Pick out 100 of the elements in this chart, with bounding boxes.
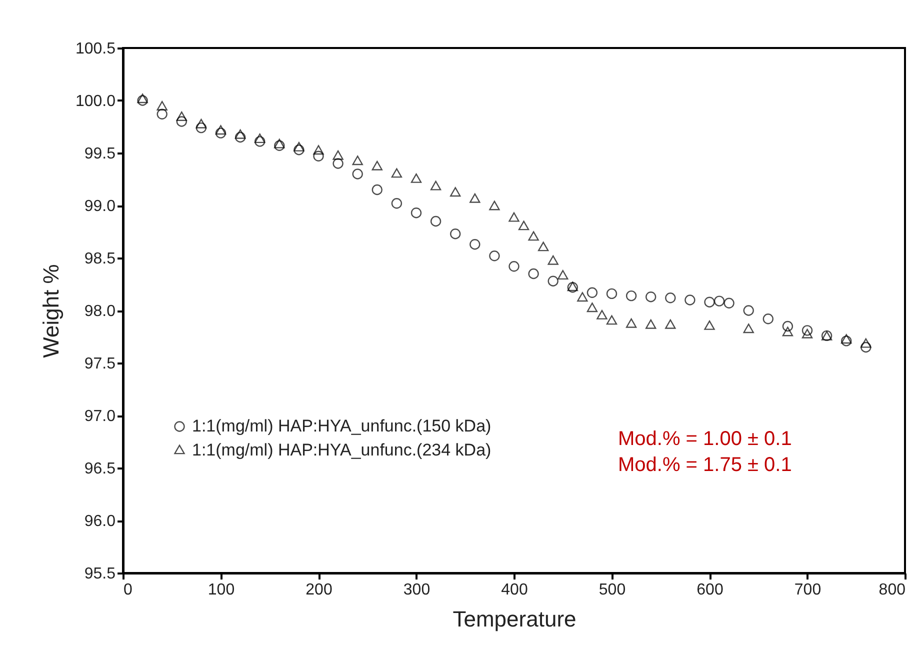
point (626, 318, 637, 328)
y-tick-label: 100.0 (75, 93, 116, 110)
point (528, 268, 539, 280)
point (489, 250, 500, 262)
x-tick-label: 100 (208, 582, 235, 598)
y-tick-label: 99.5 (84, 146, 116, 162)
point (332, 158, 344, 169)
point (450, 228, 461, 240)
point (489, 200, 500, 210)
point (470, 193, 480, 203)
point (743, 305, 754, 316)
point (391, 198, 402, 209)
point (137, 95, 148, 106)
point (156, 108, 168, 120)
y-tick-label: 99.0 (84, 198, 116, 215)
point (548, 255, 558, 265)
point (372, 160, 382, 170)
point (215, 128, 226, 138)
x-tick-label: 200 (306, 582, 332, 598)
point (294, 142, 304, 152)
point (215, 125, 226, 135)
point (802, 325, 813, 336)
x-tick-label: 800 (878, 582, 906, 598)
point (704, 296, 715, 308)
point (313, 150, 324, 162)
point (596, 310, 608, 320)
legend-label: 1:1(mg/ml) HAP:HYA_unfunc.(234 kDa) (192, 440, 492, 460)
legend-label: 1:1(mg/ml) HAP:HYA_unfunc.(150 kDa) (192, 416, 492, 436)
point (860, 338, 872, 348)
point (234, 129, 246, 139)
point (410, 208, 422, 218)
point (254, 134, 266, 144)
point (254, 136, 266, 147)
x-tick-label: 0 (124, 582, 132, 598)
y-tick-label: 97.5 (84, 356, 116, 372)
point (782, 320, 794, 332)
point (430, 180, 442, 190)
point (176, 111, 187, 121)
point (841, 334, 852, 344)
point (626, 290, 637, 302)
point (508, 212, 520, 222)
y-tick-label: 100.5 (75, 40, 116, 58)
point (860, 342, 872, 353)
point (372, 184, 382, 196)
point (508, 261, 520, 272)
point (606, 315, 618, 325)
point (352, 168, 363, 180)
point (274, 138, 285, 148)
point (352, 156, 363, 166)
point (313, 145, 324, 155)
x-tick-label: 300 (403, 582, 430, 598)
x-axis-title: Temperature (452, 606, 576, 632)
annotation: Mod.% = 1.00 ± 0.1 (618, 428, 792, 450)
point (724, 298, 734, 308)
point (156, 100, 168, 110)
point (274, 140, 285, 151)
point (528, 231, 539, 241)
point (548, 276, 558, 286)
point (196, 122, 207, 134)
point (762, 314, 774, 324)
point (577, 292, 588, 302)
x-tick-label: 700 (794, 582, 822, 598)
point (586, 302, 598, 312)
point (714, 296, 725, 306)
point (518, 220, 530, 230)
y-tick-label: 95.5 (84, 566, 116, 582)
point (684, 294, 696, 306)
point (646, 319, 656, 329)
point (538, 242, 549, 252)
y-tick-label: 96.5 (84, 460, 116, 478)
point (841, 336, 852, 346)
point (391, 168, 402, 178)
point (665, 292, 676, 304)
point (782, 326, 794, 336)
point (586, 287, 598, 298)
point (665, 319, 676, 329)
point (743, 324, 754, 334)
point (332, 150, 344, 160)
x-tick-label: 400 (501, 582, 528, 598)
x-tick-label: 600 (696, 582, 724, 598)
y-tick-label: 98.0 (84, 303, 116, 320)
point (410, 173, 422, 183)
point (470, 239, 480, 250)
point (704, 320, 715, 330)
y-tick-label: 97.0 (84, 408, 116, 425)
point (646, 292, 656, 302)
point (196, 118, 207, 128)
point (450, 187, 461, 197)
point (294, 144, 304, 156)
y-axis-title: Weight % (38, 264, 64, 358)
x-tick-label: 500 (598, 582, 626, 598)
point (234, 132, 246, 143)
point (802, 328, 813, 338)
point (430, 216, 442, 227)
point (558, 270, 568, 280)
y-tick-label: 96.0 (84, 513, 116, 530)
point (606, 288, 618, 300)
y-tick-label: 98.5 (84, 250, 116, 268)
point (176, 116, 187, 127)
annotation: Mod.% = 1.75 ± 0.1 (618, 454, 792, 476)
